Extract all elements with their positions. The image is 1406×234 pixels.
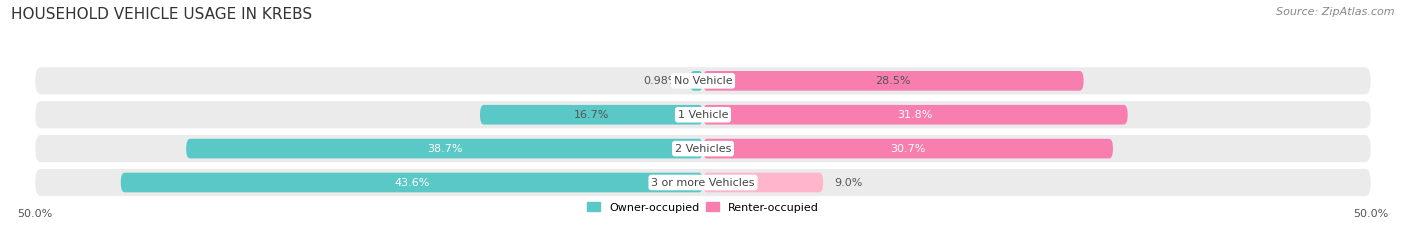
Text: 16.7%: 16.7% bbox=[574, 110, 609, 120]
FancyBboxPatch shape bbox=[703, 173, 823, 192]
FancyBboxPatch shape bbox=[690, 71, 703, 91]
Text: HOUSEHOLD VEHICLE USAGE IN KREBS: HOUSEHOLD VEHICLE USAGE IN KREBS bbox=[11, 7, 312, 22]
Text: 9.0%: 9.0% bbox=[834, 178, 862, 187]
Text: 43.6%: 43.6% bbox=[394, 178, 430, 187]
FancyBboxPatch shape bbox=[35, 67, 1371, 94]
FancyBboxPatch shape bbox=[35, 101, 1371, 128]
FancyBboxPatch shape bbox=[186, 139, 703, 158]
Text: 31.8%: 31.8% bbox=[897, 110, 934, 120]
FancyBboxPatch shape bbox=[121, 173, 703, 192]
Text: 30.7%: 30.7% bbox=[890, 144, 925, 154]
Text: 1 Vehicle: 1 Vehicle bbox=[678, 110, 728, 120]
Text: No Vehicle: No Vehicle bbox=[673, 76, 733, 86]
Text: 0.98%: 0.98% bbox=[644, 76, 679, 86]
FancyBboxPatch shape bbox=[479, 105, 703, 124]
Text: 28.5%: 28.5% bbox=[876, 76, 911, 86]
FancyBboxPatch shape bbox=[35, 135, 1371, 162]
Text: 2 Vehicles: 2 Vehicles bbox=[675, 144, 731, 154]
FancyBboxPatch shape bbox=[703, 71, 1084, 91]
Text: 38.7%: 38.7% bbox=[427, 144, 463, 154]
FancyBboxPatch shape bbox=[703, 139, 1114, 158]
Text: 3 or more Vehicles: 3 or more Vehicles bbox=[651, 178, 755, 187]
FancyBboxPatch shape bbox=[703, 105, 1128, 124]
FancyBboxPatch shape bbox=[35, 169, 1371, 196]
Text: Source: ZipAtlas.com: Source: ZipAtlas.com bbox=[1277, 7, 1395, 17]
Legend: Owner-occupied, Renter-occupied: Owner-occupied, Renter-occupied bbox=[586, 202, 820, 213]
